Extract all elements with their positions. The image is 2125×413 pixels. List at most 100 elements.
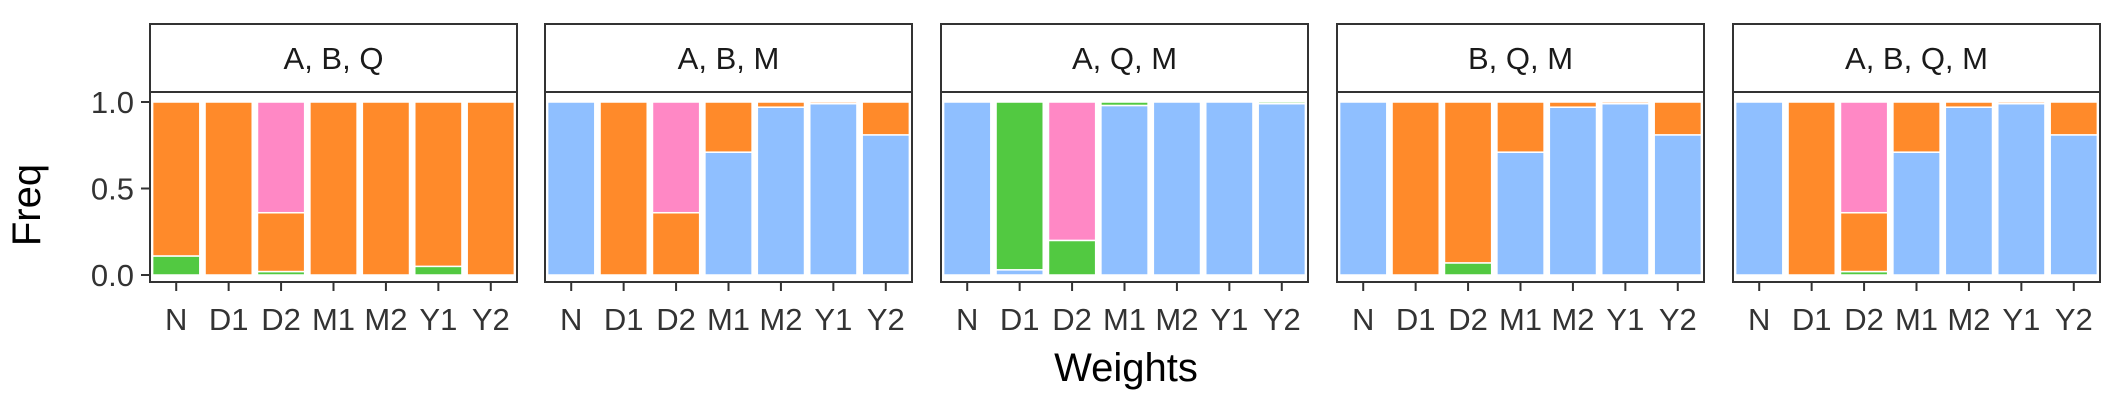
bar-segment-M1-A [1892, 101, 1941, 153]
y-tick-label: 0.0 [91, 258, 134, 293]
x-tick-label: N [1352, 302, 1374, 337]
bar-segment-M1-B [704, 151, 753, 276]
bar-segment-N-B [546, 101, 596, 276]
x-tick-label: N [956, 302, 978, 337]
bar-segment-D1-A [1391, 101, 1440, 276]
bar-segment-D1-A [1787, 101, 1836, 276]
bar-segment-Y1-A [809, 101, 858, 105]
x-tick-label: M2 [1947, 302, 1990, 337]
bar-segment-M2-B [1152, 101, 1202, 276]
bar-segment-Y2-B [2049, 134, 2099, 276]
x-tick-label: Y2 [1263, 302, 1301, 337]
facet-panel-5: A, B, Q, M N D1 D2 M1 M2 Y1 Y2 [1732, 23, 2101, 337]
facet-panel-4: B, Q, M N D1 D2 M1 M2 Y1 Y2 [1336, 23, 1705, 337]
x-tick-label: N [560, 302, 582, 337]
bar-segment-M2-B [1944, 106, 1994, 276]
bar-segment-D2-M [1839, 101, 1889, 214]
x-tick-label: D2 [261, 302, 301, 337]
facet-panel-2: A, B, M N D1 D2 M1 M2 Y1 Y2 [544, 23, 913, 337]
facet-strip-label: A, B, M [678, 41, 780, 76]
y-axis-title: Freq [5, 164, 49, 246]
x-tick-label: M1 [312, 302, 355, 337]
x-tick-label: D2 [1844, 302, 1884, 337]
bar-segment-Y1-A [414, 101, 463, 268]
y-tick-label: 0.5 [91, 172, 134, 207]
y-tick-label: 1.0 [91, 85, 134, 120]
x-tick-label: Y2 [1659, 302, 1697, 337]
bar-segment-M1-B [1892, 151, 1941, 276]
x-tick-label: D1 [604, 302, 644, 337]
x-tick-label: Y2 [867, 302, 905, 337]
bar-segment-M2-A [1944, 101, 1994, 108]
facet-panel-3: A, Q, M N D1 D2 M1 M2 Y1 Y2 [940, 23, 1309, 337]
x-tick-label: Y2 [472, 302, 510, 337]
bar-segment-M1-B [1496, 151, 1545, 276]
x-tick-label: M1 [707, 302, 750, 337]
x-tick-label: M1 [1499, 302, 1542, 337]
bar-segment-N-B [942, 101, 992, 276]
x-tick-label: N [1748, 302, 1770, 337]
bar-segment-D1-A [599, 101, 648, 276]
x-tick-label: D2 [656, 302, 696, 337]
bar-segment-Y2-A [861, 101, 911, 136]
bar-segment-Y1-B [1997, 102, 2046, 276]
bar-segment-D2-Q [1443, 262, 1493, 276]
bar-segment-N-B [1338, 101, 1388, 276]
facet-strip [149, 23, 518, 93]
bar-segment-M2-A [1548, 101, 1598, 108]
x-tick-label: D1 [1396, 302, 1436, 337]
bar-segment-Y1-Q [414, 265, 463, 276]
bar-segment-Y2-B [861, 134, 911, 276]
bar-segment-M2-B [1548, 106, 1598, 276]
bar-segment-D2-M [256, 101, 306, 214]
bar-segment-Y1-A [1997, 101, 2046, 105]
x-tick-label: D2 [1448, 302, 1488, 337]
bar-segment-M1-Q [1100, 101, 1149, 107]
x-tick-label: Y1 [419, 302, 457, 337]
bar-segment-Y2-B [1653, 134, 1703, 276]
bar-segment-D1-Q [995, 101, 1044, 271]
bar-segment-M1-A [1496, 101, 1545, 153]
bar-segment-M1-A [704, 101, 753, 153]
x-tick-label: Y2 [2055, 302, 2093, 337]
x-tick-label: M2 [1551, 302, 1594, 337]
facet-strip-label: A, B, Q, M [1845, 41, 1988, 76]
bar-segment-Y2-B [1257, 102, 1307, 276]
x-tick-label: M2 [759, 302, 802, 337]
bar-segment-D1-B [995, 269, 1044, 276]
bar-segment-M2-A [361, 101, 411, 276]
x-tick-label: Y1 [1606, 302, 1644, 337]
facet-strip-label: A, B, Q [284, 41, 384, 76]
facet-panel-1: A, B, Q N D1 D2 M1 M2 Y1 Y2 [149, 23, 518, 337]
bar-segment-D2-M [1047, 101, 1097, 242]
x-tick-label: Y1 [2002, 302, 2040, 337]
x-tick-label: D1 [1000, 302, 1040, 337]
facet-strip [1336, 23, 1705, 93]
bar-segment-Y2-Q [1257, 101, 1307, 105]
bar-segment-D1-A [204, 101, 253, 276]
x-tick-label: D2 [1052, 302, 1092, 337]
bar-segment-D2-A [1839, 211, 1889, 273]
bar-segment-Y1-B [1601, 102, 1650, 276]
x-tick-label: D1 [1792, 302, 1832, 337]
facet-strip-label: B, Q, M [1468, 41, 1573, 76]
bar-segment-D2-M [651, 101, 701, 214]
x-tick-label: Y1 [814, 302, 852, 337]
facet-strip-label: A, Q, M [1072, 41, 1177, 76]
x-tick-label: Y1 [1210, 302, 1248, 337]
bar-segment-N-A [151, 101, 201, 257]
x-tick-label: M2 [1155, 302, 1198, 337]
x-tick-label: D1 [209, 302, 249, 337]
bar-segment-Y2-A [1653, 101, 1703, 136]
bar-segment-M1-B [1100, 104, 1149, 276]
bar-segment-Y1-A [1601, 101, 1650, 105]
bar-segment-Y1-B [809, 102, 858, 276]
bar-segment-Y1-B [1205, 101, 1254, 276]
facet-strip [1732, 23, 2101, 93]
x-tick-label: M1 [1895, 302, 1938, 337]
x-tick-label: M2 [364, 302, 407, 337]
bar-segment-M1-A [309, 101, 358, 276]
bar-segment-D2-A [256, 211, 306, 273]
bar-segment-Y2-A [2049, 101, 2099, 136]
